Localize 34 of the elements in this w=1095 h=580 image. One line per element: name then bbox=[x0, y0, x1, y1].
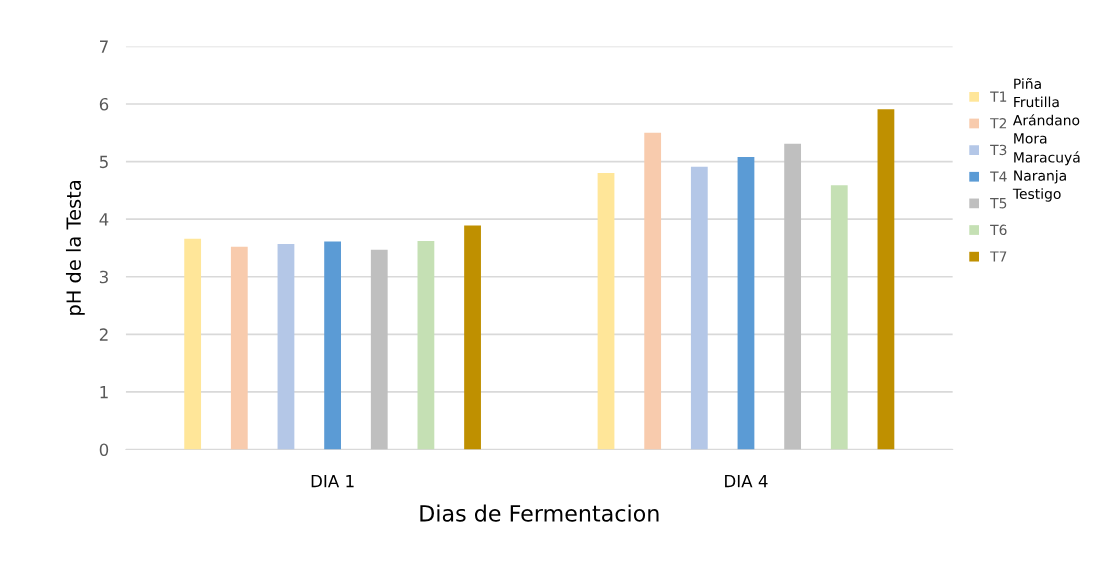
y-tick-label: 4 bbox=[99, 213, 109, 226]
y-axis-title: pH de la Testa bbox=[65, 181, 85, 315]
bar bbox=[464, 225, 481, 450]
bar bbox=[277, 243, 295, 450]
bar bbox=[830, 185, 848, 450]
text: Piña Frutilla Arándano Mora Maracuyá Naranja Testigo bbox=[1012, 78, 1080, 202]
bar bbox=[784, 143, 802, 450]
legend-label: T7 bbox=[990, 251, 1007, 262]
legend-label: T6 bbox=[990, 224, 1007, 236]
x-axis-title: Dias de Fermentacion bbox=[420, 504, 659, 522]
bar bbox=[877, 109, 895, 450]
bar bbox=[417, 241, 435, 450]
bar bbox=[184, 238, 202, 450]
y-tick-label: 1 bbox=[100, 386, 108, 399]
bar bbox=[324, 241, 341, 450]
x-tick-label: DIA 4 bbox=[725, 475, 768, 488]
bar bbox=[370, 249, 388, 450]
y-tick-label: 2 bbox=[99, 328, 108, 341]
legend-label: T4 bbox=[990, 171, 1007, 182]
bar bbox=[737, 156, 755, 450]
legend-label: T3 bbox=[990, 144, 1007, 156]
y-tick-label: 3 bbox=[99, 270, 108, 284]
bar bbox=[230, 246, 248, 450]
bar bbox=[644, 132, 662, 450]
legend-label: T1 bbox=[990, 91, 1007, 102]
legend-label: T2 bbox=[990, 118, 1007, 129]
bar bbox=[690, 166, 708, 450]
y-tick-label: 7 bbox=[100, 40, 108, 53]
bar bbox=[597, 173, 615, 450]
y-tick-label: 5 bbox=[99, 155, 108, 169]
y-tick-label: 6 bbox=[99, 97, 109, 111]
x-tick-label: DIA 1 bbox=[311, 475, 354, 488]
legend-label: T5 bbox=[990, 198, 1007, 209]
y-tick-label: 0 bbox=[99, 443, 109, 457]
